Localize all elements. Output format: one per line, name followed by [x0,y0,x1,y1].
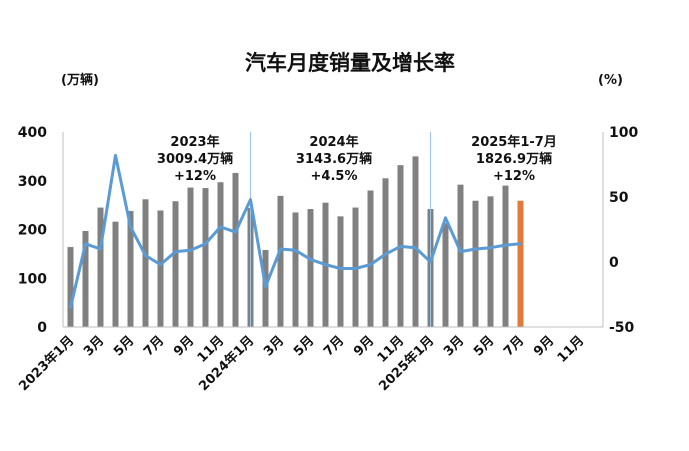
growth-point [309,258,312,261]
x-tick-label: 5月 [471,333,497,359]
year-dividers [250,132,431,327]
x-tick-label: 7月 [321,333,347,359]
x-tick-label: 9月 [531,333,557,359]
growth-point [474,247,477,251]
growth-point [144,254,147,257]
growth-line-series [69,153,522,309]
x-tick-label: 3月 [261,333,287,359]
period-total: 3009.4万辆 [157,151,233,167]
x-tick-label: 5月 [291,333,317,359]
sales-bar [502,185,509,327]
x-tick-label: 11月 [555,333,588,366]
left-tick-label: 100 [18,271,47,287]
x-tick-label: 5月 [111,333,137,359]
growth-point [414,246,417,249]
growth-point [99,247,102,251]
growth-point [264,285,267,288]
sales-bar [412,156,419,327]
growth-point [399,245,402,248]
growth-point [444,216,447,219]
period-year: 2023年 [170,134,219,150]
growth-point [369,263,372,266]
sales-bar [292,212,299,327]
growth-point [429,260,432,264]
growth-point [354,267,357,270]
period-total: 3143.6万辆 [296,151,372,167]
sales-bar [82,230,89,327]
bar-series [67,156,524,327]
growth-point [294,249,297,252]
growth-point [159,263,162,266]
sales-bar [157,210,164,327]
sales-bar [127,210,134,327]
sales-bar [172,201,179,327]
sales-bar [262,249,269,327]
chart-title: 汽车月度销量及增长率 [245,51,455,75]
growth-point [324,263,327,266]
growth-point [249,198,252,201]
right-tick-label: -50 [609,320,635,336]
x-tick-label: 9月 [351,333,377,359]
left-tick-label: 300 [18,174,47,190]
sales-bar [187,187,194,327]
sales-bar [442,223,449,327]
left-tick-label: 400 [18,125,47,141]
right-tick-label: 0 [609,255,619,271]
sales-bar [97,207,104,327]
x-tick-label: 2023年1月 [16,333,78,395]
growth-point [489,246,492,249]
growth-point [339,267,342,270]
growth-point [519,242,522,245]
left-axis-unit: (万辆) [61,72,99,88]
growth-point [504,243,507,247]
growth-point [189,249,192,252]
sales-bar [232,172,239,327]
x-tick-label: 3月 [81,333,107,359]
right-tick-label: 100 [609,125,638,141]
growth-point [219,225,222,229]
x-tick-label: 7月 [501,333,527,359]
period-total: 1826.9万辆 [476,151,552,167]
sales-bar [517,200,524,327]
x-tick-label: 9月 [171,333,197,359]
growth-point [114,154,117,157]
growth-point [69,306,72,309]
left-tick-label: 0 [37,320,47,336]
sales-bar [202,188,209,327]
x-tick-label: 3月 [441,333,467,359]
sales-bar [277,195,284,327]
sales-bar [112,221,119,327]
sales-bar [367,190,374,327]
growth-point [234,230,237,234]
growth-point [204,242,207,245]
period-year: 2025年1-7月 [471,134,557,150]
period-growth: +12% [174,169,216,184]
period-year: 2024年 [309,134,358,150]
sales-bar [457,184,464,327]
growth-point [279,247,282,251]
sales-bar [217,182,224,327]
period-growth: +12% [493,169,535,184]
x-tick-label: 7月 [141,333,167,359]
growth-point [129,225,132,229]
sales-bar [142,199,149,327]
growth-point [459,250,462,253]
left-tick-label: 200 [18,223,47,239]
period-growth: +4.5% [311,169,358,184]
sales-bar [307,209,314,327]
growth-point [384,253,387,256]
sales-bar [472,200,479,327]
growth-point [174,250,177,253]
sales-bar [487,196,494,327]
growth-point [84,242,87,245]
sales-bar [337,216,344,327]
right-axis-unit: (%) [598,73,623,88]
right-tick-label: 50 [609,190,629,206]
sales-bar [67,247,74,327]
